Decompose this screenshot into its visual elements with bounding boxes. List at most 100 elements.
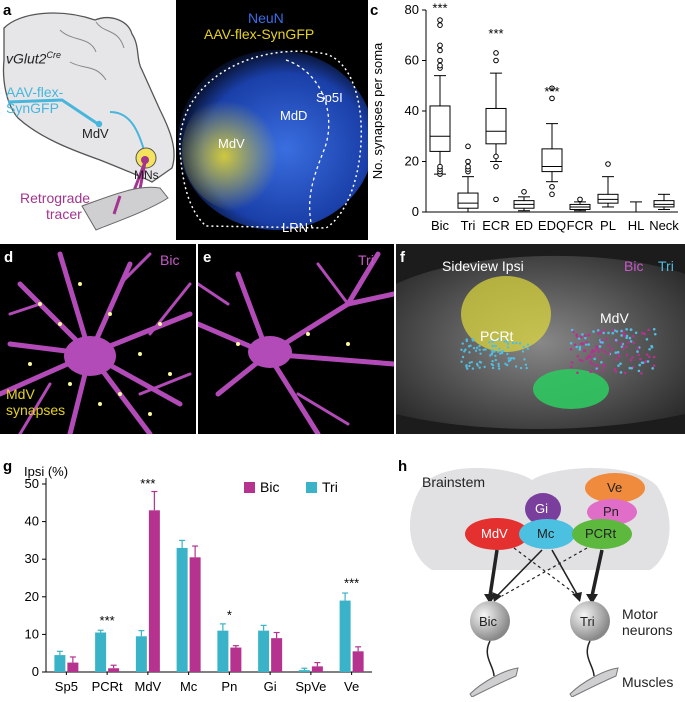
mdv-cell-dot — [614, 370, 618, 373]
y-tick-label: 40 — [25, 514, 39, 529]
tri-cell-dot — [504, 362, 507, 366]
tri-cell-dot — [491, 366, 495, 370]
tri-cell-dot — [518, 342, 522, 345]
mdv-cell-dot — [614, 351, 618, 355]
mdv-cell-dot — [650, 345, 654, 349]
tri-neuron-render — [198, 251, 394, 434]
outlier-point — [493, 196, 499, 203]
vglut2-cre-label: vGlut2Cre — [6, 50, 61, 67]
mdv-cell-dot — [576, 371, 579, 375]
pn-node — [587, 499, 637, 525]
barchart-svg: Ipsi (%) 0 10 20 30 40 50 Sp5 PCRt MdV Mc Pn Gi SpVe V… — [24, 464, 372, 694]
mdv-cell-dot — [596, 369, 599, 372]
bar-tri — [135, 636, 147, 672]
mdv-node-label: MdV — [481, 526, 508, 541]
mdv-cell-dot — [570, 361, 574, 364]
tracer-label-line1: Retrograde — [20, 190, 91, 206]
mdv-cell-dot — [589, 360, 592, 364]
mdv-cell-dot — [599, 331, 603, 334]
y-tick-label: 50 — [25, 476, 39, 491]
tri-cell-dot — [484, 348, 487, 351]
mdv-cell-dot — [598, 345, 602, 348]
mdv-cell-dot — [580, 359, 584, 363]
brainstem-label: Brainstem — [422, 474, 486, 490]
mdv-cell-dot — [601, 348, 604, 352]
mdv-cell-dot — [631, 356, 634, 359]
outlier-point — [549, 95, 555, 102]
tri-cell-dot — [494, 354, 497, 358]
circuit-diagram — [409, 468, 670, 698]
tracer-label-line2: tracer — [46, 206, 82, 222]
mdv-cell-dot — [593, 349, 596, 353]
pn-label: Pn — [603, 504, 619, 519]
mdv-cell-dot — [640, 372, 643, 375]
bic-motor-neuron — [470, 601, 510, 641]
pcrt-volume — [461, 276, 551, 352]
micrograph-image — [178, 50, 368, 230]
x-tick-label: EDQ — [538, 218, 566, 233]
mdv-dot — [95, 120, 103, 128]
mdv-cell-dot — [584, 336, 587, 340]
tri-cell-dot — [509, 356, 513, 360]
tri-cell-dot — [494, 339, 497, 342]
mdv-cell-dot — [569, 341, 573, 345]
tri-cell-dot — [463, 350, 466, 353]
bar-bic — [189, 557, 201, 672]
tri-label-f: Tri — [658, 258, 674, 274]
tri-cell-dot — [461, 355, 465, 359]
tri-cell-dot — [466, 367, 469, 370]
y-tick-label: 10 — [25, 626, 39, 641]
ve-node — [585, 473, 645, 503]
mdv-cell-dot — [636, 350, 639, 353]
mdv-cell-dot — [652, 355, 656, 359]
mdv-cell-dot — [599, 340, 603, 344]
significance-marker: *** — [344, 575, 359, 590]
tri-neuron-label: Tri — [580, 614, 595, 629]
pcrt-node-label: PCRt — [585, 526, 617, 541]
panel-label-f: f — [400, 249, 405, 266]
tri-cell-dot — [497, 364, 500, 368]
tri-cell-dot — [469, 344, 472, 347]
bic-neuron-render — [0, 251, 193, 434]
bar-bic — [271, 638, 283, 672]
mdv-synapses-line1: MdV — [6, 386, 35, 402]
outlier-point — [437, 62, 443, 69]
x-tick-label: Sp5 — [55, 679, 78, 694]
mdv-cell-dot — [647, 355, 651, 359]
mdv-cell-dot — [651, 367, 654, 370]
pcrt-node — [572, 519, 632, 549]
tri-cell-dot — [493, 350, 496, 353]
mdv-cell-dot — [653, 332, 657, 336]
mdv-cell-dot — [582, 342, 585, 346]
mdv-cell-dot — [596, 347, 599, 350]
outlier-point — [465, 143, 471, 150]
mdv-cell-dot — [611, 348, 614, 351]
muscles-label: Muscles — [622, 674, 674, 690]
x-tick-label: MdV — [135, 679, 162, 694]
outlier-point — [437, 47, 443, 54]
mdv-cell-dot — [615, 330, 619, 333]
tri-cell-dot — [521, 350, 525, 353]
panel-e-neuron-image: Tri — [198, 244, 394, 434]
outlier-point — [549, 183, 555, 190]
bar-tri — [54, 655, 66, 672]
mdv-cell-dot — [619, 371, 623, 374]
mdv-cell-dot — [626, 341, 630, 344]
outlier-point — [437, 163, 443, 170]
bic-label-f: Bic — [624, 258, 644, 274]
mdv-cell-dot — [587, 343, 591, 346]
mdv-cell-dot — [628, 366, 632, 370]
tri-cell-dot — [511, 341, 515, 345]
outlier-point — [493, 153, 499, 160]
bar-bic — [352, 651, 364, 672]
tri-cell-dot — [468, 351, 471, 354]
mdv-cell-dot — [615, 358, 618, 361]
mdv-cell-dot — [616, 350, 620, 354]
sp5i-label: Sp5I — [316, 90, 343, 105]
tri-cell-dot — [506, 363, 509, 367]
y-tick-label: 60 — [405, 53, 419, 68]
tri-cell-dot — [491, 350, 494, 354]
tri-cell-dot — [479, 352, 482, 355]
mdv-cell-dot — [578, 348, 582, 351]
outlier-point — [465, 163, 471, 170]
